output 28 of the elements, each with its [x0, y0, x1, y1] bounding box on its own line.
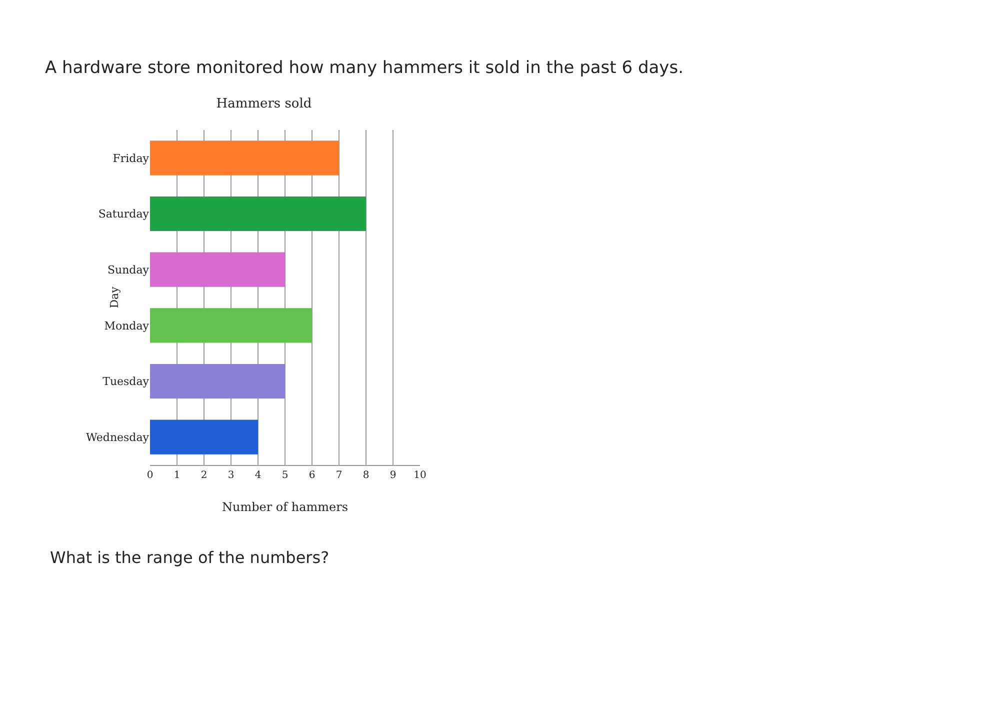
bar: [150, 252, 285, 287]
x-tick-label: 8: [362, 470, 370, 481]
x-tick-label: 0: [146, 470, 154, 481]
x-tick-label: 1: [174, 470, 180, 481]
y-tick-label: Wednesday: [86, 430, 150, 444]
bar: [150, 420, 258, 454]
chart-subtitle: A hardware store monitored how many hammers it sold in the past 6 days.: [45, 58, 684, 78]
y-axis-title: Day: [108, 286, 121, 308]
x-tick-label: 10: [414, 470, 426, 481]
y-tick-label: Friday: [112, 152, 150, 165]
x-tick-label: 9: [390, 470, 396, 481]
chart-title: Hammers sold: [216, 96, 312, 112]
x-tick-label: 7: [336, 470, 342, 481]
bar: [150, 308, 312, 343]
bar: [150, 140, 339, 176]
y-tick-label: Sunday: [107, 263, 150, 276]
bar: [150, 196, 366, 232]
x-tick-label: 4: [254, 470, 262, 481]
text: What is the range of the numbers?: [50, 548, 330, 567]
y-tick-label: Saturday: [98, 208, 150, 221]
y-tick-label: Tuesday: [102, 375, 150, 388]
y-tick-label: Monday: [104, 319, 150, 332]
x-tick-label: 2: [200, 470, 208, 481]
x-tick-label: 6: [308, 470, 316, 481]
x-tick-label: 3: [228, 470, 234, 481]
x-tick-label: 5: [282, 470, 288, 481]
bar: [150, 364, 285, 399]
x-axis-title: Number of hammers: [222, 500, 348, 514]
